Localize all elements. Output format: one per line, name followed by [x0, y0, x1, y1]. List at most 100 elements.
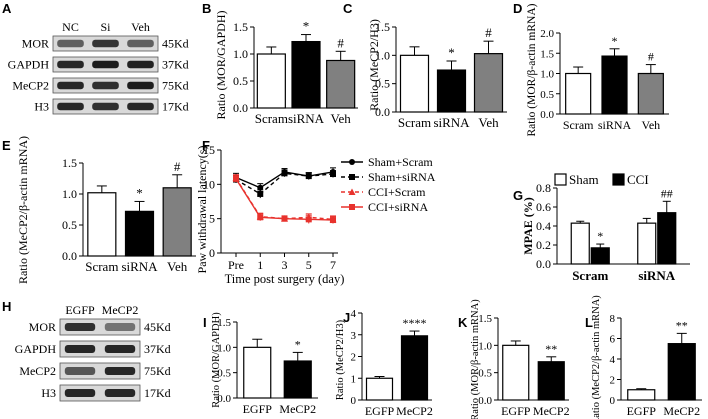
bar-scram [399, 54, 430, 113]
y-tick-label: 0.2 [536, 238, 551, 252]
y-tick-label: 1.5 [375, 20, 390, 34]
bar-egfp [365, 377, 394, 401]
significance-marker: **** [403, 316, 427, 330]
marker-circle [257, 184, 264, 191]
y-tick-label: 1.0 [375, 48, 390, 62]
y-tick-label: 1.5 [478, 313, 492, 325]
blot-band [92, 81, 119, 90]
bar-veh [637, 72, 664, 115]
x-tick-label: MeCP2 [533, 404, 570, 418]
blot-size-label: 45Kd [144, 320, 171, 334]
x-tick-label: siRNA [598, 118, 632, 132]
x-tick-label: EGFP [243, 402, 273, 416]
y-axis-label: Ratio (MeCP2/β-actin mRNA) [16, 136, 30, 284]
y-tick-label: 5 [209, 212, 215, 226]
blot-row-label: MeCP2 [19, 364, 56, 378]
panel-label-D: D [513, 1, 522, 16]
x-tick-label: siRNA [121, 259, 158, 274]
y-tick-label: 0.0 [478, 395, 492, 407]
x-tick-label: siRNA [433, 115, 470, 130]
x-tick-label: Scram [85, 259, 118, 274]
y-axis-label: Ratio (MOR/GAPDH) [211, 312, 222, 408]
blot-size-label: 45Kd [162, 37, 189, 51]
x-tick-label: Veh [331, 111, 352, 126]
x-tick-label: 5 [306, 258, 312, 272]
marker-square [330, 171, 336, 178]
x-tick-label: EGFP [365, 404, 395, 418]
blot-size-label: 17Kd [162, 100, 189, 114]
y-tick-label: 8 [610, 313, 616, 325]
bar-veh [326, 59, 356, 109]
blot-band [104, 389, 136, 397]
y-tick-label: 0.5 [233, 74, 248, 88]
y-tick-label: 1.5 [62, 156, 77, 170]
significance-marker: ## [661, 186, 673, 200]
blot-band [127, 102, 154, 111]
chart-B: B 0.0 0.5 1.0 1.5 Ratio (MOR/GAPDH) Scram * siRN… [202, 1, 358, 126]
bar-egfp [502, 344, 530, 401]
panel-label-J: J [343, 310, 350, 325]
y-tick-label: 1.5 [540, 48, 554, 60]
y-tick-label: 3 [351, 330, 357, 342]
marker-square [257, 214, 264, 221]
legend-label: CCI [627, 172, 649, 187]
bar-sham-scram [570, 222, 590, 265]
y-tick-label: 0 [610, 395, 616, 407]
legend-label: CCI+Scram [368, 185, 426, 199]
blot-row-label: H3 [41, 386, 56, 400]
y-tick-label: 0.5 [540, 89, 554, 101]
x-tick-label: 7 [330, 258, 336, 272]
y-axis-label: Ratio (MOR/GAPDH) [214, 10, 228, 119]
bar-mecp2 [537, 361, 565, 401]
bar-egfp [627, 389, 656, 401]
blot-size-label: 17Kd [144, 386, 171, 400]
chart-E: E 0.0 0.5 1.0 1.5 Ratio (MeCP2/β-actin mRNA) S… [2, 136, 196, 284]
x-tick-label: MeCP2 [663, 404, 700, 418]
significance-marker: * [136, 185, 143, 200]
panel-label-E: E [2, 138, 11, 153]
bar-sirna [436, 69, 467, 113]
y-tick-label: 0.0 [233, 101, 248, 115]
blot-size-label: 37Kd [162, 58, 189, 72]
significance-marker: # [337, 35, 344, 50]
x-tick-label: siRNA [638, 268, 675, 283]
marker-square [349, 174, 355, 180]
y-axis-label: Ratio (MOR/β-actin mRNA) [526, 3, 538, 136]
y-tick-label: 1.0 [233, 47, 248, 61]
marker-square [349, 204, 355, 210]
blot-row-label: MeCP2 [12, 79, 49, 93]
blot-row-label: MOR [22, 37, 49, 51]
legend-label: Sham+Scram [368, 155, 433, 169]
marker-square [257, 190, 264, 197]
series-line [235, 172, 334, 195]
y-tick-label: 0.6 [536, 200, 551, 214]
bar-sirna [601, 55, 628, 115]
legend-label: Sham [569, 172, 599, 187]
y-tick-label: 1.5 [233, 20, 248, 34]
bar-cci-scram [590, 247, 610, 265]
bar-scram [256, 53, 286, 109]
bar-scram [565, 72, 592, 115]
blot-H: H EGFP MeCP2 MOR 45Kd GAPDH 37Kd MeCP2 75Kd H3 17K… [2, 299, 171, 402]
legend-label: CCI+siRNA [368, 200, 428, 214]
blot-band [127, 81, 154, 90]
y-tick-label: 0.0 [540, 109, 554, 121]
blot-band [57, 60, 84, 69]
y-tick-label: 1.0 [540, 69, 554, 81]
bar-sirna [124, 210, 155, 257]
y-tick-label: 1 [351, 373, 357, 385]
y-tick-label: 4 [610, 354, 616, 366]
lane-label: MeCP2 [102, 303, 139, 317]
y-tick-label: 0 [209, 246, 215, 260]
marker-square [330, 217, 336, 224]
x-tick-label: Scram [255, 111, 288, 126]
marker-square [305, 173, 312, 180]
bar-cci-sirna [657, 212, 677, 265]
y-tick-label: 2.0 [540, 28, 554, 40]
blot-band [104, 367, 136, 375]
legend-swatch [554, 173, 567, 186]
